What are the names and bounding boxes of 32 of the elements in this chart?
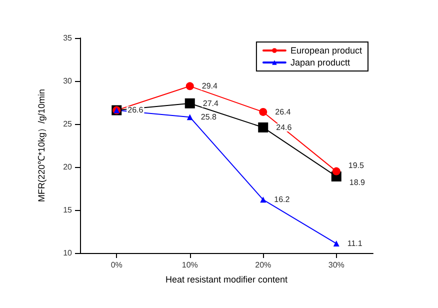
legend-label: European product: [290, 46, 362, 56]
data-label: 26.4: [275, 107, 292, 116]
data-label: 29.4: [202, 82, 218, 91]
data-label: 18.9: [349, 178, 366, 187]
x-tick-label: 30%: [328, 260, 344, 270]
legend-label: Japan productt: [290, 58, 350, 68]
y-tick-label: 10: [63, 248, 73, 258]
point: [259, 108, 268, 116]
data-label: 25.8: [200, 112, 217, 122]
point: [260, 196, 266, 203]
point: [333, 240, 340, 247]
point: [258, 122, 268, 132]
y-tick-label: 15: [63, 206, 73, 214]
point: [332, 167, 340, 176]
x-tick-label: 10%: [182, 260, 198, 270]
x-axis-title: Heat resistant modifier content: [165, 274, 288, 284]
data-label: 24.6: [276, 122, 292, 132]
point: [186, 114, 193, 120]
data-label: 19.5: [348, 160, 364, 170]
point: [184, 98, 195, 108]
y-tick-label: 20: [63, 162, 73, 172]
x-tick-label: 20%: [255, 260, 272, 270]
data-label: 11.1: [347, 239, 363, 248]
y-tick-label: 25: [63, 120, 73, 128]
data-label: 16.2: [274, 195, 290, 204]
y-axis-title: MFR(220℃*10kg）/g/10min: [36, 88, 46, 202]
point: [186, 82, 194, 90]
y-tick-label: 35: [63, 34, 73, 42]
y-tick-label: 30: [63, 76, 73, 86]
data-label: 26.6: [128, 106, 144, 115]
data-label: 27.4: [202, 98, 219, 108]
x-tick-label: 0%: [110, 260, 122, 270]
